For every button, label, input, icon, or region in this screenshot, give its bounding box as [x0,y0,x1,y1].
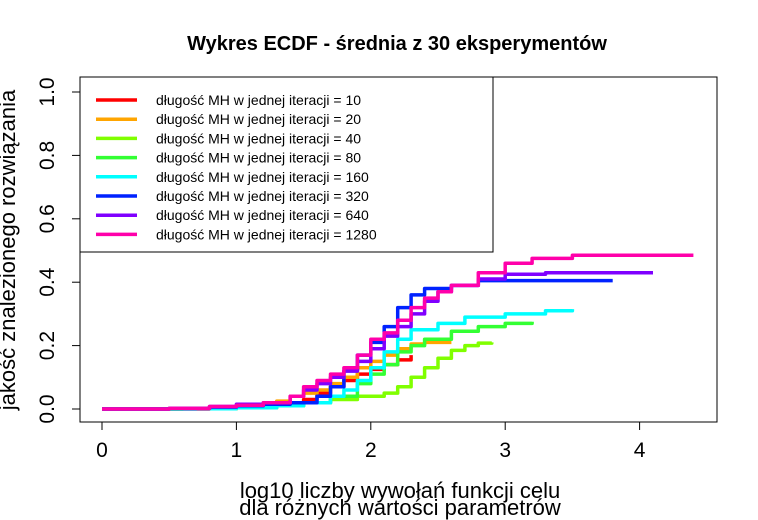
legend-label-5: długość MH w jednej iteracji = 160 [156,169,369,185]
chart-title: Wykres ECDF - średnia z 30 eksperymentów [187,33,607,55]
legend-box [79,76,494,253]
legend-label-3: długość MH w jednej iteracji = 40 [156,130,361,146]
x-tick-label: 0 [96,439,108,462]
y-axis: 0.0 0.2 0.4 0.6 0.8 1.0 [36,77,81,424]
x-tick-label: 2 [365,439,377,462]
series-line-3 [102,341,494,411]
x-tick-label: 3 [499,439,511,462]
legend-label-7: długość MH w jednej iteracji = 640 [156,207,369,223]
y-tick-label: 0.6 [36,204,59,233]
series-line-8 [102,253,694,411]
legend-label-4: długość MH w jednej iteracji = 80 [156,150,361,166]
legend-label-8: długość MH w jednej iteracji = 1280 [156,226,377,242]
y-tick-label: 0.4 [36,267,59,297]
y-tick-label: 0.0 [36,394,59,423]
x-axis-label-line2: dla różnych wartości parametrów [239,495,561,520]
legend: długość MH w jednej iteracji = 10 długość… [79,76,494,253]
y-tick-label: 0.2 [36,331,59,360]
legend-label-6: długość MH w jednej iteracji = 320 [156,188,369,204]
x-tick-label: 1 [231,439,243,462]
legend-items: długość MH w jednej iteracji = 10 długość… [96,92,377,242]
series-layer [102,253,694,411]
legend-label-1: długość MH w jednej iteracji = 10 [156,92,361,108]
y-tick-label: 0.8 [36,141,59,170]
y-axis-label: jakość znalezionego rozwiązania [0,89,20,411]
y-tick-label: 1.0 [36,77,59,106]
x-axis-label: log10 liczby wywołań funkcji celu [240,478,560,503]
series-line-5 [102,308,575,411]
legend-label-2: długość MH w jednej iteracji = 20 [156,111,361,127]
x-axis: 0 1 2 3 4 [96,421,646,462]
x-tick-label: 4 [634,439,646,462]
